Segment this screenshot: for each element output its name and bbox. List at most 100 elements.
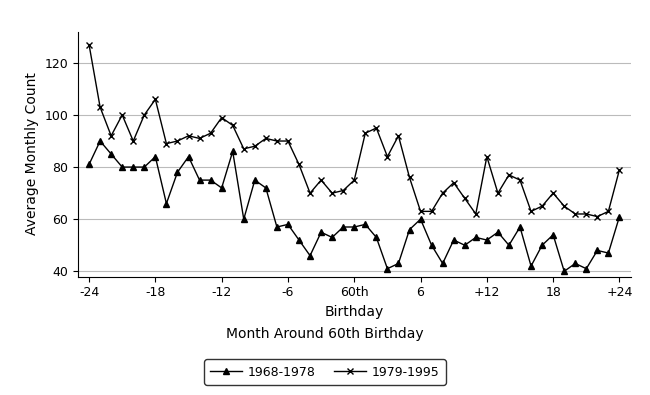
1968-1978 [162, 201, 170, 206]
1968-1978 [505, 243, 513, 248]
1979-1995 [527, 209, 535, 214]
1968-1978 [328, 235, 336, 240]
1979-1995 [560, 204, 568, 209]
1979-1995 [582, 212, 590, 216]
1979-1995 [240, 147, 248, 151]
1979-1995 [604, 209, 612, 214]
Y-axis label: Average Monthly Count: Average Monthly Count [25, 73, 39, 235]
1968-1978 [273, 225, 281, 229]
1968-1978 [240, 217, 248, 222]
1968-1978 [372, 235, 380, 240]
1979-1995 [472, 212, 480, 216]
1968-1978 [483, 238, 491, 243]
1968-1978 [494, 230, 502, 235]
1979-1995 [118, 113, 126, 117]
1968-1978 [185, 154, 192, 159]
1968-1978 [417, 217, 424, 222]
1979-1995 [185, 134, 192, 138]
1968-1978 [461, 243, 469, 248]
X-axis label: Birthday: Birthday [324, 305, 384, 319]
1979-1995 [85, 42, 93, 47]
1968-1978 [361, 222, 369, 227]
1968-1978 [616, 214, 623, 219]
1968-1978 [395, 261, 402, 266]
1979-1995 [196, 136, 203, 141]
1968-1978 [85, 162, 93, 167]
1968-1978 [196, 178, 203, 182]
1968-1978 [207, 178, 215, 182]
1979-1995 [295, 162, 303, 167]
1968-1978 [107, 152, 115, 156]
1979-1995 [384, 154, 391, 159]
1979-1995 [571, 212, 579, 216]
1968-1978 [538, 243, 546, 248]
1968-1978 [516, 225, 524, 229]
Legend: 1968-1978, 1979-1995: 1968-1978, 1979-1995 [204, 359, 446, 385]
1968-1978 [384, 266, 391, 271]
1968-1978 [549, 232, 557, 237]
1968-1978 [306, 253, 314, 258]
1979-1995 [306, 191, 314, 196]
1968-1978 [593, 248, 601, 253]
1979-1995 [107, 134, 115, 138]
1968-1978 [284, 222, 292, 227]
1979-1995 [96, 105, 104, 109]
1979-1995 [406, 175, 413, 180]
1968-1978 [218, 186, 226, 190]
1979-1995 [593, 214, 601, 219]
1979-1995 [162, 141, 170, 146]
1968-1978 [295, 238, 303, 243]
1968-1978 [118, 165, 126, 169]
1968-1978 [251, 178, 259, 182]
1968-1978 [571, 261, 579, 266]
1968-1978 [262, 186, 270, 190]
1968-1978 [96, 139, 104, 143]
1979-1995 [516, 178, 524, 182]
1968-1978 [527, 264, 535, 269]
1979-1995 [218, 115, 226, 120]
1979-1995 [207, 131, 215, 135]
1979-1995 [494, 191, 502, 196]
1979-1995 [417, 209, 424, 214]
1979-1995 [361, 131, 369, 135]
1968-1978 [406, 227, 413, 232]
1979-1995 [317, 178, 325, 182]
1979-1995 [428, 209, 436, 214]
1979-1995 [262, 136, 270, 141]
1979-1995 [372, 126, 380, 130]
1968-1978 [604, 251, 612, 256]
1979-1995 [151, 97, 159, 102]
1979-1995 [616, 167, 623, 172]
1979-1995 [284, 139, 292, 143]
1979-1995 [328, 191, 336, 196]
Text: Month Around 60th Birthday: Month Around 60th Birthday [226, 327, 424, 341]
1979-1995 [505, 173, 513, 177]
1979-1995 [140, 113, 148, 117]
1979-1995 [273, 139, 281, 143]
1968-1978 [174, 170, 181, 175]
Line: 1968-1978: 1968-1978 [86, 137, 623, 275]
1968-1978 [428, 243, 436, 248]
1968-1978 [129, 165, 137, 169]
1979-1995 [538, 204, 546, 209]
1979-1995 [549, 191, 557, 196]
1979-1995 [229, 123, 237, 128]
1979-1995 [450, 181, 458, 185]
1968-1978 [140, 165, 148, 169]
1979-1995 [129, 139, 137, 143]
1968-1978 [450, 238, 458, 243]
1968-1978 [229, 149, 237, 154]
1968-1978 [472, 235, 480, 240]
1979-1995 [339, 188, 347, 193]
1968-1978 [560, 269, 568, 274]
1979-1995 [483, 154, 491, 159]
1979-1995 [461, 196, 469, 201]
1979-1995 [251, 144, 259, 149]
1968-1978 [339, 225, 347, 229]
1979-1995 [439, 191, 447, 196]
1979-1995 [350, 178, 358, 182]
1968-1978 [350, 225, 358, 229]
1968-1978 [151, 154, 159, 159]
1979-1995 [395, 134, 402, 138]
1968-1978 [439, 261, 447, 266]
